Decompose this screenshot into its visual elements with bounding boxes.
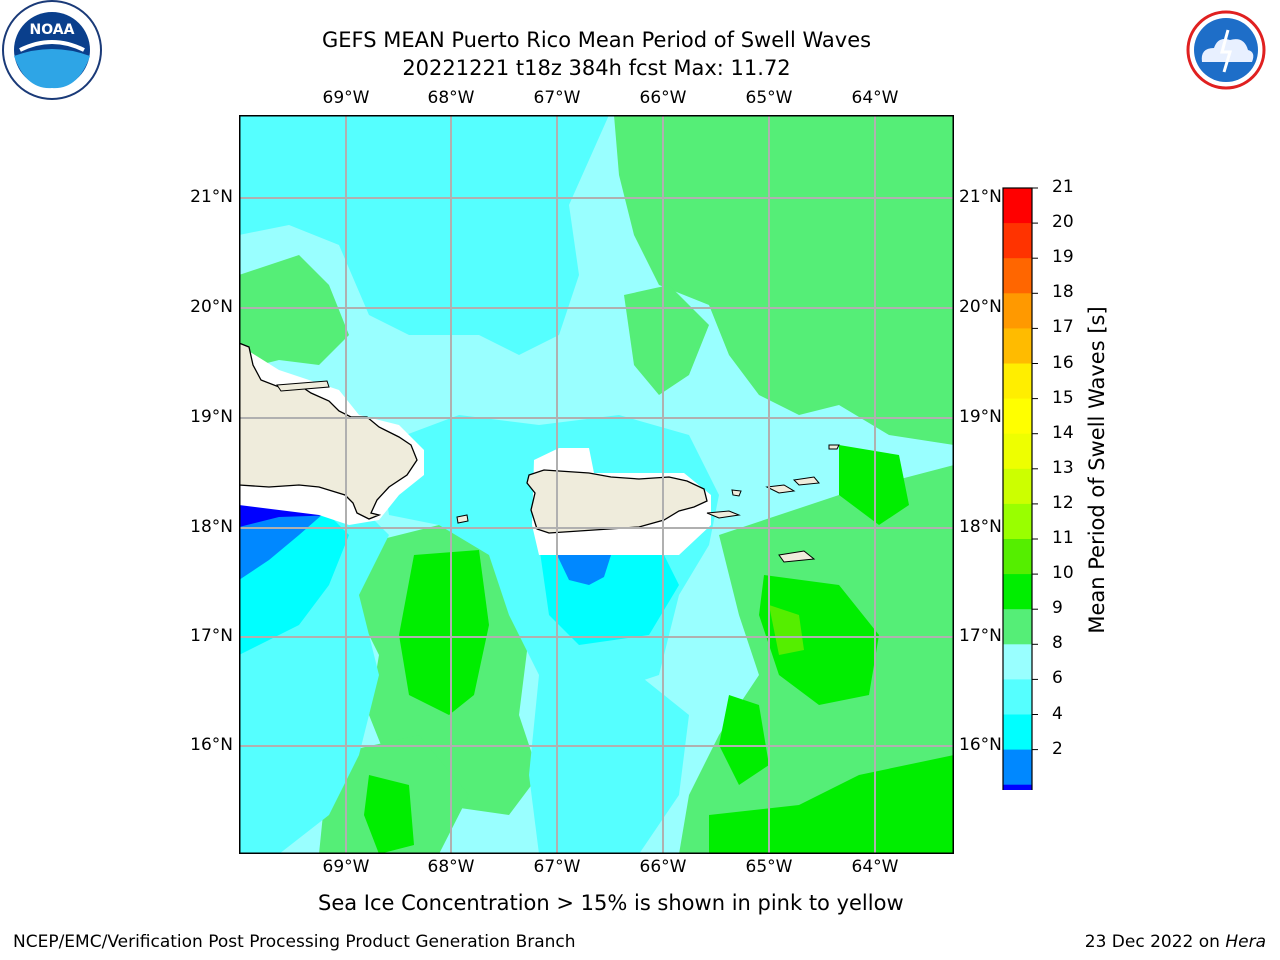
lat-label-right: 21°N <box>959 187 1002 207</box>
lon-label-bottom: 64°W <box>851 857 899 877</box>
field-9-10s-west <box>239 255 349 370</box>
nws-logo <box>1176 0 1276 100</box>
land-st-john <box>792 476 820 486</box>
land-st-thomas <box>765 484 796 494</box>
colorbar-tick-label: 2 <box>1052 738 1063 759</box>
lat-label-right: 18°N <box>959 517 1002 537</box>
lon-label-bottom: 68°W <box>427 857 475 877</box>
colorbar-tick-label: 19 <box>1052 247 1074 268</box>
chart-title: GEFS MEAN Puerto Rico Mean Period of Swe… <box>321 28 872 52</box>
lon-label-bottom: 65°W <box>745 857 793 877</box>
colorbar-tick-label: 21 <box>1052 177 1074 197</box>
footer-credit: NCEP/EMC/Verification Post Processing Pr… <box>13 932 576 952</box>
colorbar-tick-label: 9 <box>1052 598 1063 619</box>
lat-label-right: 20°N <box>959 297 1002 317</box>
colorbar-tick-label: 14 <box>1052 422 1074 443</box>
land-turks-islet <box>276 380 330 392</box>
land-st-croix <box>778 550 816 563</box>
colorbar-segment <box>1003 574 1032 610</box>
colorbar-segment <box>1003 188 1032 224</box>
colorbar-segment <box>1003 503 1032 540</box>
land-vieques <box>706 510 741 519</box>
colorbar-segment <box>1003 539 1032 575</box>
colorbar-tick-label: 16 <box>1052 352 1074 373</box>
colorbar-segment <box>1003 784 1032 790</box>
lon-label-bottom: 69°W <box>322 857 370 877</box>
field-10-11s-a <box>399 550 489 715</box>
colorbar-segment <box>1003 293 1032 329</box>
colorbar-tick-label: 18 <box>1052 282 1074 303</box>
field-10-11s-f <box>364 775 414 854</box>
colorbar-segment <box>1003 749 1032 786</box>
land-mona <box>456 514 469 524</box>
colorbar-tick-label: 12 <box>1052 492 1074 513</box>
field-11-12s <box>769 605 804 655</box>
lon-label-top: 68°W <box>427 88 475 108</box>
lat-label-right: 16°N <box>959 735 1002 755</box>
colorbar-segment <box>1003 223 1032 259</box>
lat-label-right: 19°N <box>959 407 1002 427</box>
field-10-11s-e <box>709 755 954 854</box>
footer-date: 23 Dec 2022 on Hera <box>1085 932 1266 952</box>
field-9-10s-mid <box>624 285 709 395</box>
lon-label-top: 64°W <box>851 88 899 108</box>
colorbar-segment <box>1003 468 1032 505</box>
colorbar-title: Mean Period of Swell Waves [s] <box>1085 306 1109 634</box>
field-10-11s-b <box>759 575 879 705</box>
footer-date-text: 23 Dec 2022 on <box>1084 932 1220 952</box>
colorbar-tick-label: 20 <box>1052 212 1074 233</box>
lat-label-left: 20°N <box>190 297 233 317</box>
colorbar-segment <box>1003 363 1032 400</box>
colorbar-segment <box>1003 714 1032 751</box>
lon-label-top: 67°W <box>533 88 581 108</box>
colorbar-segment <box>1003 398 1032 435</box>
land-culebra <box>731 489 742 497</box>
lat-label-right: 17°N <box>959 626 1002 646</box>
colorbar-tick-label: 4 <box>1052 703 1063 724</box>
lat-label-left: 21°N <box>190 187 233 207</box>
noaa-logo-text: NOAA <box>30 22 75 38</box>
graticule <box>239 115 954 854</box>
land-tortola <box>828 444 840 450</box>
colorbar-segment <box>1003 328 1032 364</box>
lat-label-left: 17°N <box>190 626 233 646</box>
colorbar-tick-label: 11 <box>1052 528 1074 548</box>
sea-ice-note: Sea Ice Concentration > 15% is shown in … <box>318 891 904 915</box>
lat-label-left: 16°N <box>190 735 233 755</box>
lon-label-top: 69°W <box>322 88 370 108</box>
chart-subtitle-run: 20221221 t18z 384h fcst Max: 11.72 <box>402 56 791 80</box>
colorbar-tick-label: 17 <box>1052 317 1074 338</box>
colorbar <box>1002 187 1038 790</box>
colorbar-tick-label: 13 <box>1052 457 1074 478</box>
lon-label-top: 65°W <box>745 88 793 108</box>
lat-label-left: 18°N <box>190 517 233 537</box>
field-6-8s-north <box>239 115 609 355</box>
lon-label-bottom: 67°W <box>533 857 581 877</box>
colorbar-tick-label: 10 <box>1052 563 1074 584</box>
footer-machine: Hera <box>1225 932 1266 952</box>
field-6-8s-s <box>529 675 689 854</box>
colorbar-tick-label: 6 <box>1052 668 1063 689</box>
colorbar-segment <box>1003 679 1032 715</box>
field-2-4s-pr <box>557 555 611 585</box>
colorbar-tick-label: 15 <box>1052 387 1074 408</box>
lon-label-bottom: 66°W <box>639 857 687 877</box>
noaa-logo: NOAA <box>2 0 102 100</box>
swell-period-map <box>239 115 954 854</box>
lon-label-top: 66°W <box>639 88 687 108</box>
colorbar-tick-label: 8 <box>1052 633 1063 654</box>
colorbar-segment <box>1003 433 1032 470</box>
field-10-11s-d <box>719 695 769 785</box>
colorbar-segment <box>1003 644 1032 680</box>
lat-label-left: 19°N <box>190 407 233 427</box>
colorbar-segment <box>1003 609 1032 645</box>
colorbar-segment <box>1003 258 1032 294</box>
